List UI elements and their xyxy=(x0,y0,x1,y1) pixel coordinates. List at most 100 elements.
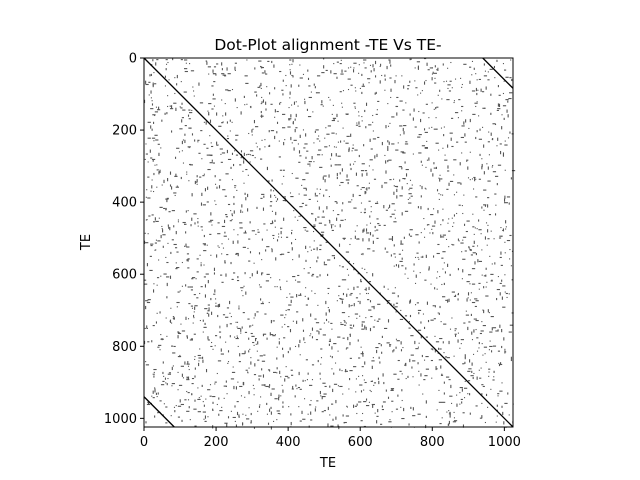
match-dot xyxy=(405,173,408,177)
match-dot xyxy=(357,238,359,240)
match-dot xyxy=(254,91,256,93)
match-dot xyxy=(456,212,458,215)
match-dot xyxy=(246,103,248,105)
match-dot xyxy=(463,194,465,196)
match-dot xyxy=(222,247,225,249)
match-dot xyxy=(499,324,501,328)
match-dot xyxy=(296,388,298,390)
match-dot xyxy=(423,128,426,131)
match-dot xyxy=(188,368,190,371)
y-tick-label: 200 xyxy=(112,124,137,139)
match-dot xyxy=(268,130,270,133)
match-dot xyxy=(184,223,187,225)
match-dot xyxy=(407,88,409,90)
match-dot xyxy=(181,373,183,377)
match-dot xyxy=(165,68,167,71)
match-dot xyxy=(435,366,437,370)
match-dot xyxy=(269,92,271,95)
match-dot xyxy=(425,424,427,429)
match-dot xyxy=(194,356,196,358)
match-dot xyxy=(391,411,393,413)
match-dot xyxy=(410,354,414,356)
match-dot xyxy=(467,380,471,382)
match-dot xyxy=(194,358,196,360)
match-dot xyxy=(390,64,392,67)
match-dot xyxy=(389,122,391,124)
match-dot xyxy=(331,132,335,134)
match-dot xyxy=(241,326,243,329)
match-dot xyxy=(207,336,209,340)
match-dot xyxy=(376,420,378,424)
match-dot xyxy=(284,317,286,319)
match-dot xyxy=(164,377,166,380)
match-dot xyxy=(207,110,209,112)
match-dot xyxy=(379,292,381,294)
match-dot xyxy=(253,317,255,319)
match-dot xyxy=(319,193,321,195)
match-dot xyxy=(495,421,497,423)
match-dot xyxy=(254,363,256,367)
match-dot xyxy=(343,319,345,322)
match-dot xyxy=(171,105,173,109)
match-dot xyxy=(319,390,321,395)
match-dot xyxy=(187,365,190,367)
match-dot xyxy=(387,159,389,163)
match-dot xyxy=(323,175,327,177)
match-dot xyxy=(355,297,359,299)
match-dot xyxy=(497,276,499,278)
match-dot xyxy=(469,66,472,68)
match-dot xyxy=(150,125,152,129)
match-dot xyxy=(468,246,470,249)
match-dot xyxy=(503,421,505,425)
match-dot xyxy=(509,248,511,251)
match-dot xyxy=(147,299,151,301)
match-dot xyxy=(456,403,458,407)
match-dot xyxy=(231,213,233,216)
match-dot xyxy=(395,149,399,151)
match-dot xyxy=(469,80,471,84)
match-dot xyxy=(347,78,351,80)
match-dot xyxy=(296,320,298,324)
match-dot xyxy=(306,230,309,232)
match-dot xyxy=(268,385,270,389)
match-dot xyxy=(225,112,227,116)
match-dot xyxy=(346,268,348,270)
match-dot xyxy=(462,212,464,215)
match-dot xyxy=(389,344,392,346)
match-dot xyxy=(421,145,426,147)
match-dot xyxy=(482,385,485,388)
match-dot xyxy=(494,193,497,195)
match-dot xyxy=(341,312,346,314)
match-dot xyxy=(393,191,395,195)
match-dot xyxy=(367,292,369,295)
match-dot xyxy=(409,235,413,237)
match-dot xyxy=(386,302,388,304)
match-dot xyxy=(243,152,245,157)
match-dot xyxy=(447,299,449,303)
match-dot xyxy=(196,271,199,273)
y-tick-label: 0 xyxy=(129,52,137,67)
match-dot xyxy=(280,230,282,235)
match-dot xyxy=(490,93,492,96)
match-dot xyxy=(200,262,202,264)
match-dot xyxy=(235,337,239,340)
match-dot xyxy=(187,399,190,401)
match-dot xyxy=(218,185,221,189)
match-dot xyxy=(355,172,357,176)
match-dot xyxy=(311,336,314,339)
match-dot xyxy=(339,385,343,388)
match-dot xyxy=(453,194,455,196)
match-dot xyxy=(353,303,355,307)
match-dot xyxy=(468,321,471,323)
match-dot xyxy=(427,207,429,211)
match-dot xyxy=(464,361,466,364)
match-dot xyxy=(224,75,227,77)
match-dot xyxy=(280,376,282,378)
match-dot xyxy=(297,105,299,107)
match-dot xyxy=(395,264,397,267)
match-dot xyxy=(276,419,278,421)
match-dot xyxy=(483,286,485,289)
match-dot xyxy=(433,72,437,74)
match-dot xyxy=(337,350,339,352)
match-dot xyxy=(325,241,328,243)
